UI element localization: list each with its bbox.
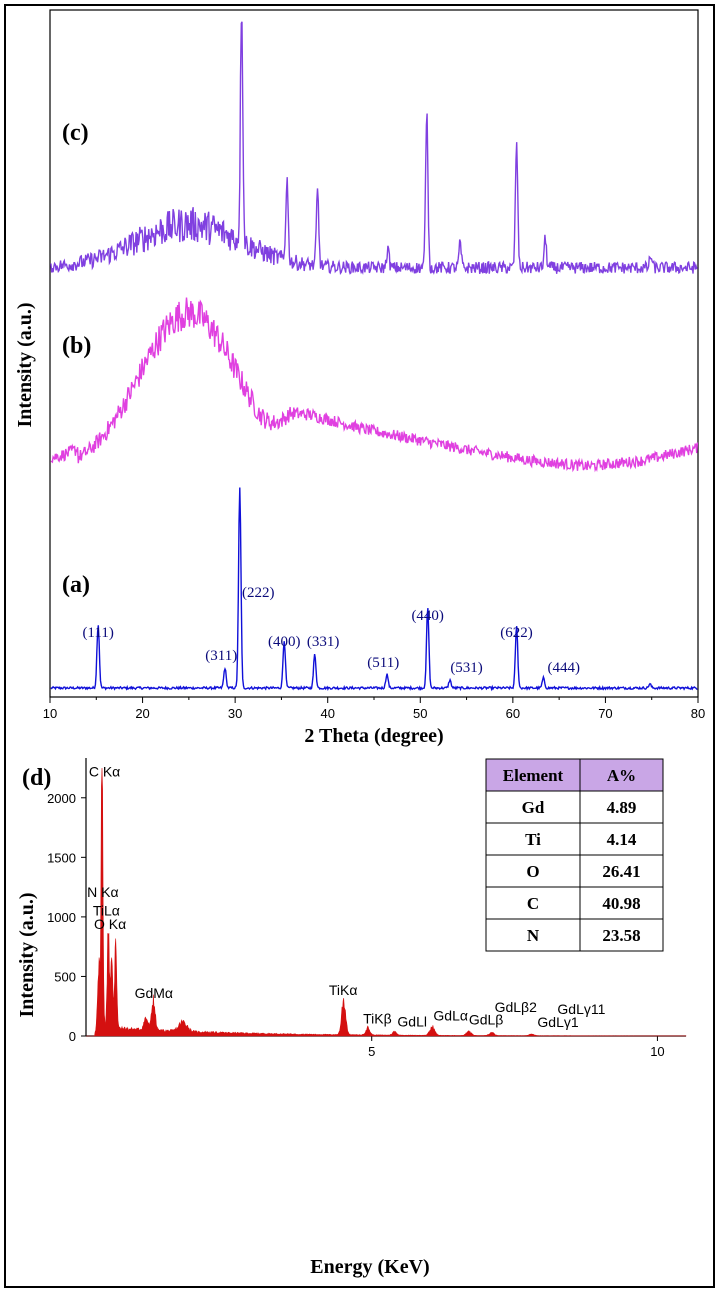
table-header-cell: A%: [607, 766, 636, 785]
xrd-x-tick-label: 30: [228, 706, 242, 721]
xrd-x-tick-label: 50: [413, 706, 427, 721]
eds-x-tick-label: 10: [650, 1044, 664, 1059]
xrd-plot-area: [49, 9, 699, 698]
table-cell: Gd: [522, 798, 545, 817]
xrd-peak-label: (511): [367, 655, 399, 671]
xrd-peak-label: (440): [411, 608, 444, 624]
eds-peak-annotation: GdLγ1: [537, 1014, 578, 1030]
eds-spectrum-area: [86, 767, 687, 1037]
table-row: [485, 886, 664, 920]
eds-peak-annotation: GdLγ11: [557, 1001, 605, 1017]
xrd-peak-label: (222): [242, 585, 275, 601]
xrd-series-line-a: [50, 487, 698, 692]
xrd-peak-label: (331): [307, 634, 340, 650]
eds-peak-annotation: TiKα: [329, 982, 358, 998]
xrd-y-axis-label: Intensity (a.u.): [14, 302, 36, 427]
xrd-peak-label: (531): [450, 660, 483, 676]
eds-x-tick-label: 5: [368, 1044, 375, 1059]
eds-peak-annotation: GdLβ: [469, 1012, 504, 1028]
eds-peak-annotation: GdLβ2: [495, 999, 538, 1015]
table-cell: 26.41: [602, 862, 640, 881]
eds-peak-annotation: C Kα: [89, 763, 120, 779]
xrd-peak-label: (622): [500, 625, 533, 641]
eds-y-tick-label: 1000: [47, 910, 76, 925]
eds-peak-annotation: GdLl: [397, 1013, 427, 1029]
table-cell: Ti: [525, 830, 541, 849]
eds-y-axis-label: Intensity (a.u.): [16, 892, 38, 1017]
eds-x-axis-label: Energy (KeV): [310, 1256, 429, 1278]
xrd-x-tick-label: 40: [320, 706, 334, 721]
table-cell: 4.89: [607, 798, 637, 817]
eds-y-tick-label: 1500: [47, 850, 76, 865]
eds-peak-annotation: GdMα: [135, 985, 173, 1001]
eds-peak-annotation: TiLα: [93, 903, 120, 919]
eds-peak-annotation: O Kα: [94, 916, 126, 932]
xrd-x-tick-label: 60: [506, 706, 520, 721]
xrd-series-line-c: [50, 21, 698, 275]
xrd-x-tick-label: 10: [43, 706, 57, 721]
table-cell: O: [526, 862, 539, 881]
xrd-peak-label: (400): [268, 634, 301, 650]
element-table: Element A% Gd 4.89 Ti 4.14 O 26.41 C 40.98 N 23.58: [485, 758, 664, 952]
eds-y-tick-label: 500: [54, 969, 76, 984]
table-header-bg: [485, 758, 664, 792]
table-cell: 4.14: [607, 830, 637, 849]
table-row: [485, 854, 664, 888]
xrd-panel: 10 20 30 40 50 60 70 80 (111) (311) (222) (400) (33…: [14, 9, 705, 747]
table-cell: N: [527, 926, 540, 945]
table-cell: C: [527, 894, 539, 913]
table-header-cell: Element: [503, 766, 564, 785]
eds-y-tick-label: 0: [69, 1029, 76, 1044]
xrd-peak-label: (111): [82, 625, 113, 641]
xrd-series-label-c: (c): [62, 120, 89, 146]
table-cell: 23.58: [602, 926, 640, 945]
xrd-x-tick-label: 70: [598, 706, 612, 721]
table-row: [485, 918, 664, 952]
xrd-series-label-b: (b): [62, 333, 91, 359]
table-row: [485, 822, 664, 856]
eds-peak-annotation: GdLα: [433, 1008, 468, 1024]
figure-frame: [4, 4, 715, 1288]
xrd-series-line-b: [50, 297, 699, 473]
xrd-x-tick-label: 80: [691, 706, 705, 721]
eds-peak-annotation: N Kα: [87, 884, 118, 900]
eds-y-tick-label: 2000: [47, 791, 76, 806]
xrd-x-axis-label: 2 Theta (degree): [304, 725, 443, 747]
xrd-peak-label: (444): [548, 660, 581, 676]
eds-panel-label: (d): [22, 765, 51, 791]
xrd-peak-label: (311): [205, 648, 237, 664]
eds-peak-annotation: TiKβ: [363, 1010, 392, 1026]
xrd-series-label-a: (a): [62, 572, 90, 598]
xrd-x-tick-label: 20: [135, 706, 149, 721]
table-cell: 40.98: [602, 894, 640, 913]
table-row: [485, 790, 664, 824]
